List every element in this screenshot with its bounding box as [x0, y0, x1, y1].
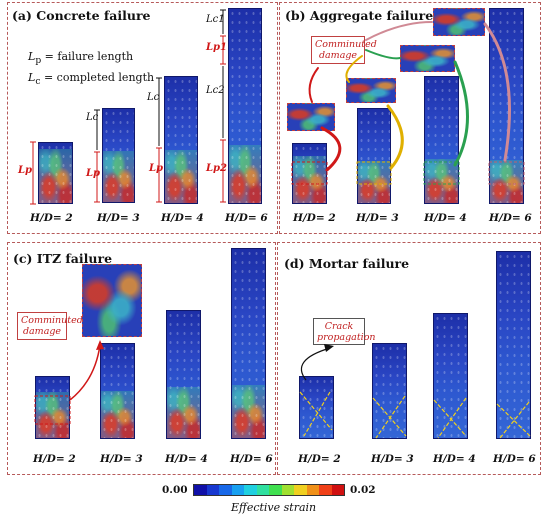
specimen-b-hd6 [489, 8, 524, 204]
colorbar-swatch [331, 485, 344, 495]
hd-label-c-6: H/D= 6 [230, 453, 273, 465]
label-lp-hd2: Lp [18, 165, 33, 176]
colorbar-swatch [194, 485, 207, 495]
lc-sub: c [35, 76, 41, 88]
tag-d-crack-propagation: Crack propagation [313, 318, 376, 345]
hd-label-d-6: H/D= 6 [493, 453, 536, 465]
specimen-c-hd3 [100, 343, 135, 439]
specimen-b-hd3 [357, 108, 391, 204]
label-lp1: Lp1 [206, 42, 227, 53]
colorbar-swatch [231, 485, 244, 495]
inset-b-hd2 [287, 103, 335, 131]
hd-label-a-3: H/D= 3 [97, 212, 140, 224]
hd-label-a-6: H/D= 6 [225, 212, 268, 224]
specimen-a-hd6 [228, 8, 262, 204]
label-lc1: Lc1 [206, 14, 225, 25]
label-lc-hd3: Lc [86, 112, 99, 123]
tag-b-comminuted-damage: Comminuted damage [311, 36, 377, 64]
length-definitions: Lp = failure length Lc = completed lengt… [28, 48, 154, 90]
lp-sub: p [35, 55, 42, 67]
tag-c-comminuted-damage: Comminuted damage [17, 312, 83, 340]
specimen-d-hd2 [299, 376, 334, 439]
hd-label-c-2: H/D= 2 [33, 453, 76, 465]
hd-label-c-3: H/D= 3 [100, 453, 143, 465]
inset-b-hd3 [346, 78, 396, 103]
lp-symbol: L [28, 50, 36, 63]
label-lc2: Lc2 [206, 85, 225, 96]
hd-label-b-4: H/D= 4 [424, 212, 467, 224]
lc-def: = completed length [40, 71, 155, 85]
colorbar-min-label: 0.00 [162, 484, 188, 496]
hd-label-a-4: H/D= 4 [161, 212, 204, 224]
panel-a-title: (a) Concrete failure [12, 8, 151, 23]
colorbar-swatch [281, 485, 294, 495]
panel-mortar-failure [277, 242, 541, 475]
specimen-b-hd4 [424, 76, 459, 204]
colorbar-swatch [319, 485, 332, 495]
colorbar-swatch [306, 485, 319, 495]
specimen-d-hd3 [372, 343, 407, 439]
hd-label-a-2: H/D= 2 [30, 212, 73, 224]
specimen-c-hd4 [166, 310, 201, 439]
label-lc-hd4: Lc [147, 92, 160, 103]
colorbar-swatch [219, 485, 232, 495]
colorbar-swatch [294, 485, 307, 495]
panel-concrete-failure [7, 2, 278, 234]
colorbar [193, 484, 345, 496]
lp-def: = failure length [41, 50, 134, 63]
hd-label-c-4: H/D= 4 [165, 453, 208, 465]
specimen-a-hd4 [164, 76, 198, 204]
specimen-a-hd2 [38, 142, 73, 204]
panel-itz-failure [7, 242, 276, 475]
specimen-c-hd6 [231, 248, 266, 439]
hd-label-b-3: H/D= 3 [356, 212, 399, 224]
panel-c-title: (c) ITZ failure [13, 251, 113, 266]
label-lp-hd4: Lp [149, 163, 164, 174]
specimen-a-hd3 [102, 108, 135, 203]
lc-symbol: L [28, 71, 36, 85]
inset-b-hd4 [400, 45, 455, 72]
panel-d-title: (d) Mortar failure [284, 256, 410, 271]
colorbar-title: Effective strain [231, 501, 317, 514]
hd-label-d-4: H/D= 4 [433, 453, 476, 465]
inset-c-comminuted [82, 264, 142, 337]
specimen-d-hd4 [433, 313, 468, 439]
colorbar-swatch [244, 485, 257, 495]
colorbar-max-label: 0.02 [350, 484, 376, 496]
specimen-d-hd6 [496, 251, 531, 439]
inset-b-hd6 [433, 8, 485, 36]
panel-b-title: (b) Aggregate failure [285, 8, 434, 23]
hd-label-d-2: H/D= 2 [298, 453, 341, 465]
panel-aggregate-failure [279, 2, 541, 234]
label-lp-hd3: Lp [86, 168, 101, 179]
hd-label-b-6: H/D= 6 [489, 212, 532, 224]
hd-label-b-2: H/D= 2 [293, 212, 336, 224]
hd-label-d-3: H/D= 3 [371, 453, 414, 465]
colorbar-swatch [269, 485, 282, 495]
colorbar-swatch [256, 485, 269, 495]
label-lp2: Lp2 [206, 163, 227, 174]
colorbar-swatch [206, 485, 219, 495]
specimen-c-hd2 [35, 376, 70, 439]
specimen-b-hd2 [292, 143, 327, 204]
